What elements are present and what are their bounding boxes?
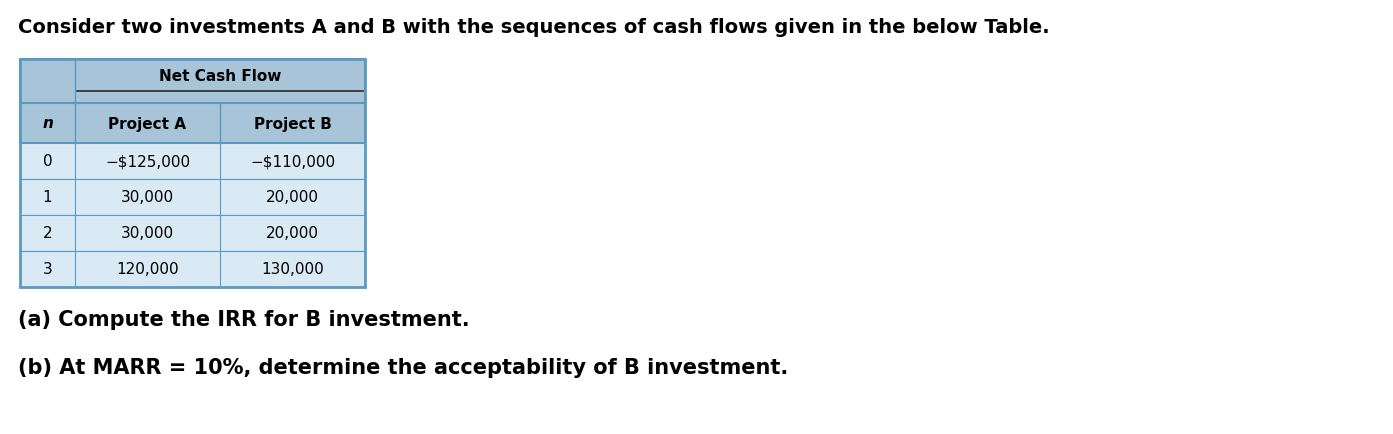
Bar: [20, 60, 365, 287]
Bar: [20, 216, 365, 251]
Text: Project B: Project B: [254, 116, 332, 131]
Bar: [20, 180, 365, 216]
Text: 30,000: 30,000: [121, 226, 174, 241]
Text: Net Cash Flow: Net Cash Flow: [159, 69, 281, 84]
Text: (a) Compute the IRR for B investment.: (a) Compute the IRR for B investment.: [18, 309, 469, 329]
Bar: [20, 104, 365, 144]
Text: 120,000: 120,000: [116, 262, 178, 277]
Bar: [20, 251, 365, 287]
Text: 20,000: 20,000: [266, 226, 319, 241]
Bar: [20, 60, 365, 104]
Text: 130,000: 130,000: [260, 262, 325, 277]
Text: 30,000: 30,000: [121, 190, 174, 205]
Text: −$125,000: −$125,000: [104, 154, 189, 169]
Text: −$110,000: −$110,000: [249, 154, 336, 169]
Text: 1: 1: [43, 190, 53, 205]
Text: Consider two investments A and B with the sequences of cash flows given in the b: Consider two investments A and B with th…: [18, 18, 1049, 37]
Text: 2: 2: [43, 226, 53, 241]
Bar: [20, 144, 365, 180]
Text: n: n: [42, 116, 53, 131]
Text: (b) At MARR = 10%, determine the acceptability of B investment.: (b) At MARR = 10%, determine the accepta…: [18, 357, 788, 377]
Text: 20,000: 20,000: [266, 190, 319, 205]
Text: 3: 3: [43, 262, 53, 277]
Text: Project A: Project A: [109, 116, 187, 131]
Text: 0: 0: [43, 154, 53, 169]
